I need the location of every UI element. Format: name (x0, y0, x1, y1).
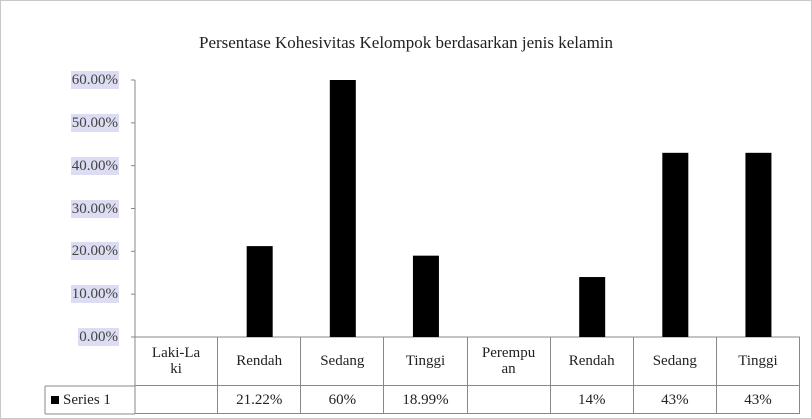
data-table-value: 18.99% (384, 386, 468, 414)
y-tick-label: 40.00% (70, 156, 119, 175)
x-tick-label: Tinggi (384, 337, 468, 386)
legend-label: Series 1 (63, 392, 111, 408)
x-tick-label: Laki-Laki (135, 337, 219, 386)
bar (412, 255, 439, 337)
chart-title: Persentase Kohesivitas Kelompok berdasar… (198, 33, 614, 52)
x-tick-label: Rendah (550, 337, 634, 386)
x-tick-label: Perempuan (467, 337, 551, 386)
x-tick-label: Rendah (218, 337, 302, 386)
x-tick-label: Sedang (633, 337, 717, 386)
y-tick-label: 50.00% (70, 113, 119, 132)
y-tick-label: 60.00% (70, 71, 119, 89)
y-tick-label: 30.00% (70, 199, 119, 218)
y-tick-label: 20.00% (70, 242, 119, 261)
legend-entry: Series 1 (45, 386, 135, 414)
bar (329, 80, 356, 337)
data-table-value: 43% (633, 386, 717, 414)
data-table-value (467, 386, 551, 414)
data-table-value: 60% (301, 386, 385, 414)
data-table-value: 43% (716, 386, 800, 414)
bar (745, 152, 772, 337)
y-tick-label: 0.00% (78, 328, 119, 346)
data-table-value (135, 386, 219, 414)
y-tick-label: 10.00% (70, 285, 119, 304)
bar (662, 152, 689, 337)
data-table-value: 14% (550, 386, 634, 414)
bar (579, 277, 606, 337)
bar (246, 246, 273, 337)
x-tick-label: Sedang (301, 337, 385, 386)
data-table-value: 21.22% (218, 386, 302, 414)
x-tick-label: Tinggi (716, 337, 800, 386)
legend-key (51, 396, 59, 404)
